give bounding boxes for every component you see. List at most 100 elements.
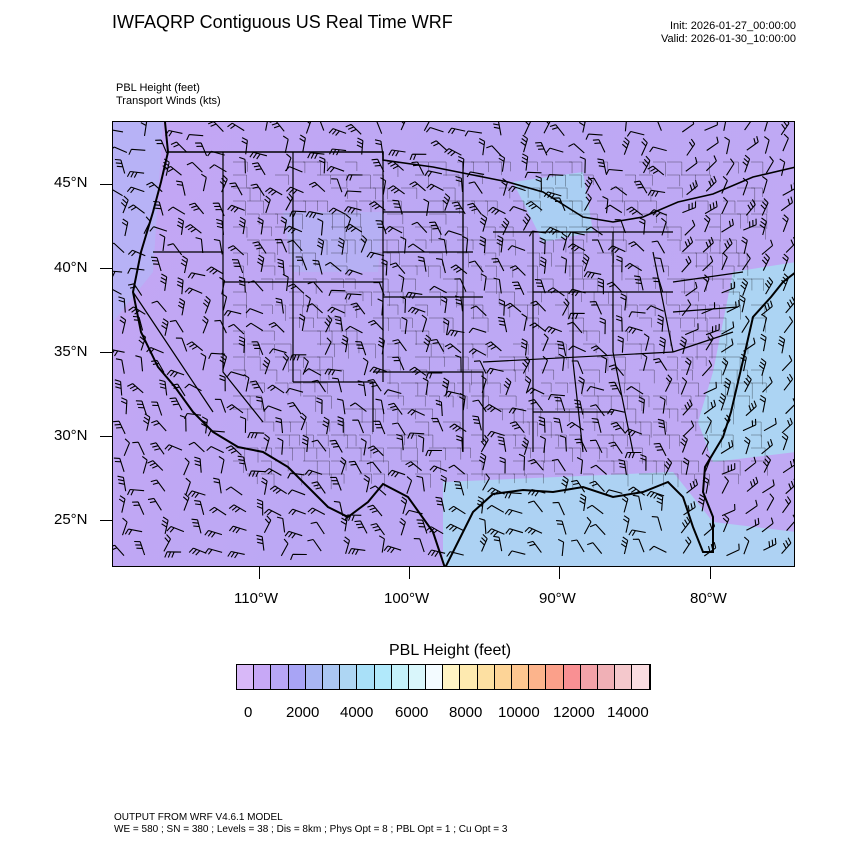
wind-barb [605, 168, 623, 176]
wind-barb [683, 420, 695, 437]
wind-barb [411, 161, 425, 175]
wind-barb [429, 465, 448, 473]
lat-label-35n: 35°N [54, 343, 88, 360]
wind-barb [454, 278, 467, 292]
wind-barb [161, 318, 169, 336]
wind-barb [617, 335, 624, 353]
wind-barb [348, 460, 362, 474]
county-line [247, 356, 261, 371]
county-line [667, 382, 679, 394]
wind-barb [480, 273, 487, 291]
wind-barb [702, 236, 714, 253]
wind-barb [304, 469, 323, 477]
county-line [261, 447, 272, 459]
wind-barb [529, 322, 547, 333]
model-info-line1: OUTPUT FROM WRF V4.6.1 MODEL [114, 812, 283, 823]
colorbar-swatch [237, 665, 255, 689]
wind-barb [481, 375, 487, 394]
wind-barb [185, 477, 191, 496]
county-line [751, 161, 764, 176]
wind-barb [118, 495, 126, 513]
county-line [709, 226, 721, 242]
wind-barb [128, 204, 145, 214]
wind-barb [450, 264, 468, 275]
wind-barb [705, 333, 714, 351]
wind-barb [219, 174, 228, 193]
model-info: OUTPUT FROM WRF V4.6.1 MODEL WE = 580 ; … [114, 812, 507, 836]
wind-barb [558, 353, 565, 371]
wind-barb [539, 237, 546, 255]
wind-barb [201, 173, 207, 192]
wind-barb [468, 260, 484, 273]
wind-barb [161, 516, 169, 535]
wind-barb [530, 300, 546, 312]
wind-barb [328, 289, 346, 297]
wind-barb [504, 508, 523, 516]
county-line [611, 434, 628, 447]
county-line [555, 187, 568, 199]
wind-barb [118, 296, 126, 313]
wind-barb [176, 277, 184, 295]
county-line [737, 265, 749, 276]
wind-barb [761, 175, 768, 194]
wind-barb [608, 364, 625, 376]
wind-barb [624, 262, 642, 272]
county-line [583, 330, 600, 343]
county-line [317, 239, 328, 255]
wind-barb [329, 148, 347, 156]
wind-barb [407, 243, 425, 253]
county-line [681, 356, 694, 370]
rockies-shading [283, 212, 383, 272]
wind-barb [183, 457, 190, 476]
wind-barb [275, 238, 288, 253]
wind-barb [440, 474, 447, 493]
county-line [527, 291, 542, 303]
county-line [317, 447, 330, 458]
colorbar-swatch [254, 665, 272, 689]
wind-barb [702, 274, 710, 292]
wind-barb [488, 206, 506, 215]
wind-barb [344, 190, 362, 197]
county-line [639, 200, 657, 211]
map-panel [112, 121, 795, 567]
wind-barb [127, 488, 145, 496]
wind-barb [759, 217, 767, 236]
wind-barb [307, 538, 322, 552]
colorbar-swatch [597, 665, 616, 689]
colorbar-label-14000: 14000 [607, 704, 649, 721]
wind-barb [447, 127, 466, 135]
wind-barb [704, 454, 712, 472]
county-line [289, 369, 302, 385]
wind-barb [348, 548, 366, 556]
wind-barb [624, 122, 627, 132]
wind-barb [267, 384, 285, 394]
wind-barb [113, 270, 123, 277]
lat-tick-40n [100, 268, 112, 269]
county-line [653, 291, 667, 305]
wind-barb [524, 526, 543, 535]
colorbar-swatch [494, 665, 512, 689]
wind-barb [368, 319, 384, 331]
wind-barb [507, 550, 526, 557]
wind-barb [758, 358, 767, 376]
lon-label-80w: 80°W [690, 590, 727, 607]
county-line [499, 187, 511, 199]
wind-barb [661, 217, 667, 236]
colorbar-swatch [580, 665, 598, 689]
county-line [373, 200, 384, 215]
county-line [541, 460, 555, 473]
wind-barb [567, 321, 583, 334]
wind-barb [456, 435, 464, 452]
wind-barb [742, 154, 751, 173]
wind-barb [444, 230, 463, 236]
wind-barb [524, 375, 532, 394]
wind-barb [200, 352, 207, 371]
county-line [345, 239, 356, 255]
wind-barb [317, 218, 324, 236]
lat-label-30n: 30°N [54, 427, 88, 444]
county-line [737, 395, 750, 411]
county-line [597, 356, 609, 372]
wind-barb [186, 341, 204, 352]
wind-barb [202, 315, 209, 334]
wind-barb [367, 378, 382, 392]
